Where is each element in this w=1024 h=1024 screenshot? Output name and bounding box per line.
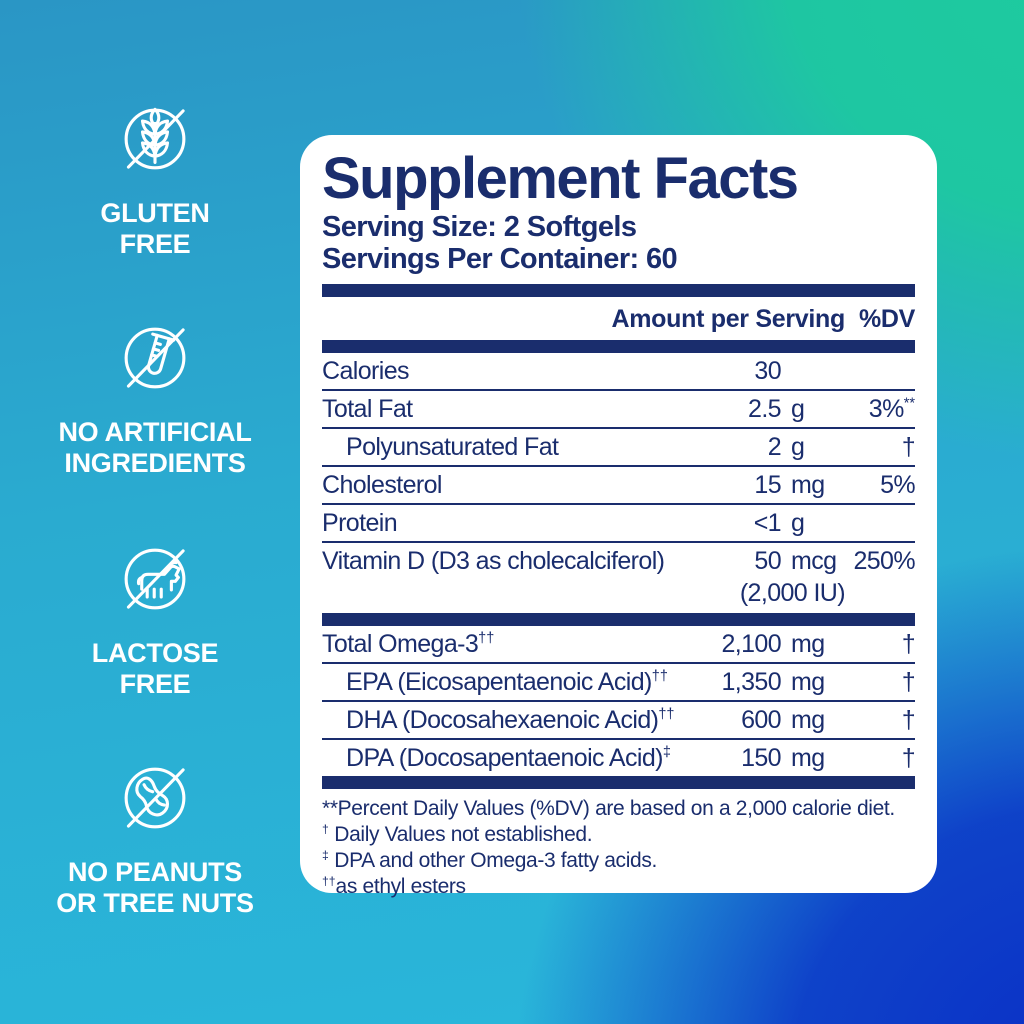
badge-no-peanuts-tree-nuts: NO PEANUTS OR TREE NUTS [28, 759, 282, 920]
divider-bar [322, 340, 915, 354]
dv-header: %DV [858, 305, 915, 334]
vitamin-d-iu-line: (2,000 IU) [739, 579, 846, 608]
panel-title: Supplement Facts [322, 146, 799, 211]
table-row-dpa: DPA (Docosapentaenoic Acid)‡ 150 mg † [346, 744, 916, 773]
supplement-facts-panel: Supplement Facts Serving Size: 2 Softgel… [300, 135, 937, 898]
table-row-epa: EPA (Eicosapentaenoic Acid)†† 1,350 mg † [322, 664, 916, 703]
badge-label: LACTOSE FREE [91, 638, 219, 700]
footnotes: **Percent Daily Values (%DV) are based o… [322, 789, 915, 900]
table-row-total-omega-3: Total Omega-3†† 2,100 mg † [322, 626, 916, 665]
badge-label: NO ARTIFICIAL INGREDIENTS [58, 417, 252, 479]
table-row-dha: DHA (Docosahexaenoic Acid)†† 600 mg † [322, 702, 916, 741]
test-tube-crossed-icon [116, 319, 194, 397]
servings-per-container: Servings Per Container: 60 [322, 243, 678, 276]
badge-label: NO PEANUTS OR TREE NUTS [56, 857, 254, 919]
cow-crossed-icon [116, 540, 194, 618]
table-row-polyunsaturated-fat: Polyunsaturated Fat 2 g † [322, 429, 916, 468]
badge-lactose-free: LACTOSE FREE [28, 540, 282, 701]
divider-bar [322, 284, 915, 298]
table-row-vitamin-d: Vitamin D (D3 as cholecalciferol) 50 mcg… [322, 547, 916, 576]
peanut-crossed-icon [116, 759, 194, 837]
serving-size: Serving Size: 2 Softgels [322, 211, 637, 244]
footnote-percent-dv: **Percent Daily Values (%DV) are based o… [322, 797, 895, 821]
divider-bar [322, 613, 915, 627]
footnote-dpa-omega3: ‡ DPA and other Omega-3 fatty acids. [322, 848, 657, 873]
column-headers: Amount per Serving %DV [322, 297, 915, 340]
badge-gluten-free: GLUTEN FREE [28, 100, 282, 261]
table-row-cholesterol: Cholesterol 15 mg 5% [322, 467, 916, 506]
badge-label: GLUTEN FREE [100, 198, 210, 260]
table-row-protein: Protein <1 g [322, 505, 915, 544]
table-row-total-fat: Total Fat 2.5 g 3%** [322, 391, 915, 430]
amount-per-serving-header: Amount per Serving [611, 305, 845, 334]
footnote-dv-not-established: † Daily Values not established. [322, 822, 593, 847]
wheat-crossed-icon [116, 100, 194, 178]
table-row-calories: Calories 30 [322, 353, 915, 392]
footnote-ethyl-esters: ††as ethyl esters [322, 874, 466, 899]
divider-bar [322, 776, 915, 790]
badge-no-artificial-ingredients: NO ARTIFICIAL INGREDIENTS [28, 319, 282, 480]
